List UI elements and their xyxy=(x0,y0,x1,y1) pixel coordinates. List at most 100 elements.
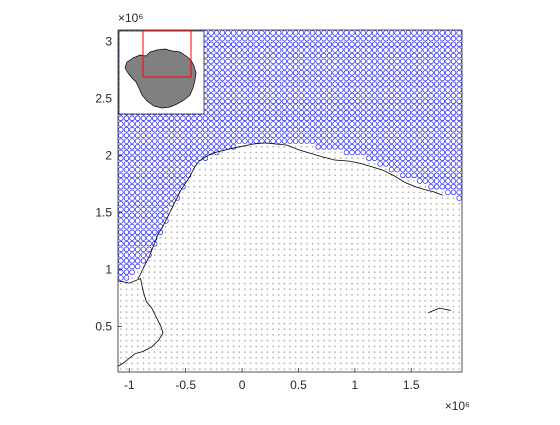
ocean-point xyxy=(405,92,412,99)
ocean-point xyxy=(309,132,316,139)
ocean-point xyxy=(219,126,226,133)
shelf-point xyxy=(368,231,370,234)
shelf-point xyxy=(244,277,246,279)
shelf-point xyxy=(418,362,421,365)
ocean-point xyxy=(225,132,231,139)
shelf-point xyxy=(396,368,398,370)
ocean-point xyxy=(383,98,389,105)
shelf-point xyxy=(221,242,224,245)
ocean-point xyxy=(355,64,361,70)
ocean-point xyxy=(388,149,395,156)
shelf-point xyxy=(249,180,252,182)
shelf-point xyxy=(447,305,449,308)
ocean-point xyxy=(411,92,417,99)
shelf-point xyxy=(136,339,139,342)
shelf-point xyxy=(165,265,167,268)
shelf-point xyxy=(351,157,353,160)
ocean-point xyxy=(411,41,417,47)
shelf-point xyxy=(142,299,145,302)
ocean-point xyxy=(417,115,423,122)
ocean-point xyxy=(377,109,383,116)
shelf-point xyxy=(334,231,336,234)
shelf-point xyxy=(430,339,432,342)
shelf-point xyxy=(244,231,246,234)
shelf-point xyxy=(334,311,336,313)
shelf-point xyxy=(244,157,246,160)
shelf-point xyxy=(277,180,280,182)
shelf-point xyxy=(351,185,353,188)
shelf-point xyxy=(430,202,432,205)
ocean-point xyxy=(428,98,434,105)
ocean-point xyxy=(321,47,327,53)
shelf-point xyxy=(176,334,179,336)
ocean-point xyxy=(332,41,338,47)
shelf-point xyxy=(294,214,297,217)
ocean-point xyxy=(225,126,231,133)
shelf-point xyxy=(328,202,331,205)
ocean-point xyxy=(349,115,355,122)
ocean-point xyxy=(163,155,169,161)
shelf-point xyxy=(244,220,246,222)
shelf-point xyxy=(362,368,365,370)
shelf-point xyxy=(255,254,258,256)
shelf-point xyxy=(401,288,404,291)
shelf-point xyxy=(204,163,207,165)
shelf-point xyxy=(379,362,382,365)
shelf-point xyxy=(182,351,184,353)
shelf-point xyxy=(322,339,325,342)
shelf-point xyxy=(407,202,410,205)
ocean-point xyxy=(152,212,158,218)
ocean-point xyxy=(129,235,135,241)
shelf-point xyxy=(277,305,280,308)
ocean-point xyxy=(405,70,412,76)
ocean-point xyxy=(417,75,423,82)
shelf-point xyxy=(351,288,353,291)
shelf-point xyxy=(328,311,331,313)
shelf-point xyxy=(277,265,280,268)
shelf-point xyxy=(277,334,280,336)
ocean-point xyxy=(349,144,355,150)
ocean-point xyxy=(163,126,169,133)
shelf-point xyxy=(238,180,241,182)
shelf-point xyxy=(362,168,365,171)
ocean-point xyxy=(118,121,124,127)
shelf-point xyxy=(306,174,308,177)
ocean-point xyxy=(140,258,147,264)
shelf-point xyxy=(238,242,241,245)
shelf-point xyxy=(198,237,201,239)
shelf-point xyxy=(198,197,201,200)
shelf-point xyxy=(407,254,410,256)
shelf-point xyxy=(424,237,427,239)
shelf-point xyxy=(249,265,252,268)
ocean-point xyxy=(236,64,242,70)
shelf-point xyxy=(368,242,370,245)
shelf-point xyxy=(339,157,342,160)
ocean-point xyxy=(400,47,406,53)
shelf-point xyxy=(244,225,246,228)
ocean-point xyxy=(180,121,186,127)
shelf-point xyxy=(430,294,432,296)
ocean-point xyxy=(208,75,214,82)
ocean-point xyxy=(298,58,304,65)
ocean-point xyxy=(422,144,428,150)
ocean-point xyxy=(394,98,400,105)
shelf-point xyxy=(159,345,162,348)
shelf-point xyxy=(176,220,179,222)
ocean-point xyxy=(123,229,130,236)
shelf-point xyxy=(362,259,365,262)
ocean-point xyxy=(315,104,321,110)
shelf-point xyxy=(430,345,432,348)
ocean-point xyxy=(349,70,355,76)
shelf-point xyxy=(362,294,365,296)
ocean-point xyxy=(174,166,180,173)
ocean-point xyxy=(219,104,226,110)
shelf-point xyxy=(407,277,410,279)
shelf-point xyxy=(289,305,291,308)
ocean-point xyxy=(123,166,130,173)
shelf-point xyxy=(294,299,297,302)
shelf-point xyxy=(227,339,229,342)
ocean-point xyxy=(140,246,147,253)
ocean-point xyxy=(146,144,152,150)
shelf-point xyxy=(187,339,190,342)
ocean-point xyxy=(388,98,395,105)
